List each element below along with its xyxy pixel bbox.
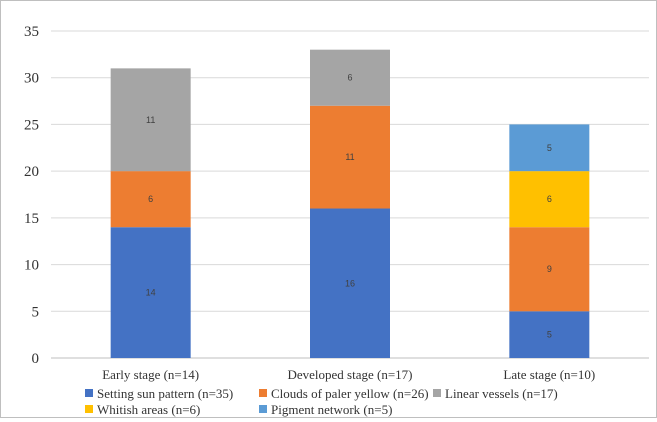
legend-swatch bbox=[433, 389, 441, 397]
data-label: 6 bbox=[547, 194, 552, 204]
y-tick-label: 10 bbox=[24, 258, 39, 274]
data-label: 6 bbox=[347, 73, 352, 83]
bar-segment bbox=[310, 49, 390, 106]
y-tick-label: 30 bbox=[24, 71, 39, 87]
y-tick-label: 35 bbox=[24, 24, 39, 40]
y-tick-label: 5 bbox=[32, 304, 40, 320]
legend-label: Setting sun pattern (n=35) bbox=[97, 386, 233, 401]
legend-swatch bbox=[259, 389, 267, 397]
category-label: Early stage (n=14) bbox=[102, 367, 199, 382]
data-label: 14 bbox=[146, 288, 156, 298]
legend-swatch bbox=[259, 405, 267, 413]
data-label: 5 bbox=[547, 143, 552, 153]
legend-label: Clouds of paler yellow (n=26) bbox=[271, 386, 429, 401]
legend-label: Pigment network (n=5) bbox=[271, 402, 392, 417]
bar-segment bbox=[310, 208, 390, 358]
bar-segment bbox=[509, 311, 590, 358]
y-tick-label: 15 bbox=[24, 211, 39, 227]
category-label: Developed stage (n=17) bbox=[287, 367, 412, 382]
y-tick-label: 0 bbox=[32, 351, 40, 367]
legend-swatch bbox=[85, 389, 93, 397]
legend-swatch bbox=[85, 405, 93, 413]
bar-segment bbox=[110, 68, 191, 172]
bar-segment bbox=[310, 105, 390, 209]
y-tick-label: 25 bbox=[24, 117, 39, 133]
data-label: 9 bbox=[547, 264, 552, 274]
y-tick-label: 20 bbox=[24, 164, 39, 180]
category-label: Late stage (n=10) bbox=[503, 367, 595, 382]
bar-segment bbox=[110, 227, 191, 358]
data-label: 16 bbox=[345, 278, 355, 288]
bar-segment bbox=[509, 227, 590, 312]
data-label: 5 bbox=[547, 330, 552, 340]
data-label: 11 bbox=[345, 152, 354, 162]
bar-segment bbox=[509, 171, 590, 228]
legend-label: Linear vessels (n=17) bbox=[445, 386, 558, 401]
data-label: 6 bbox=[148, 194, 153, 204]
data-label: 11 bbox=[146, 115, 155, 125]
bar-segment bbox=[509, 124, 590, 172]
legend-label: Whitish areas (n=6) bbox=[97, 402, 200, 417]
bar-segment bbox=[110, 171, 191, 228]
